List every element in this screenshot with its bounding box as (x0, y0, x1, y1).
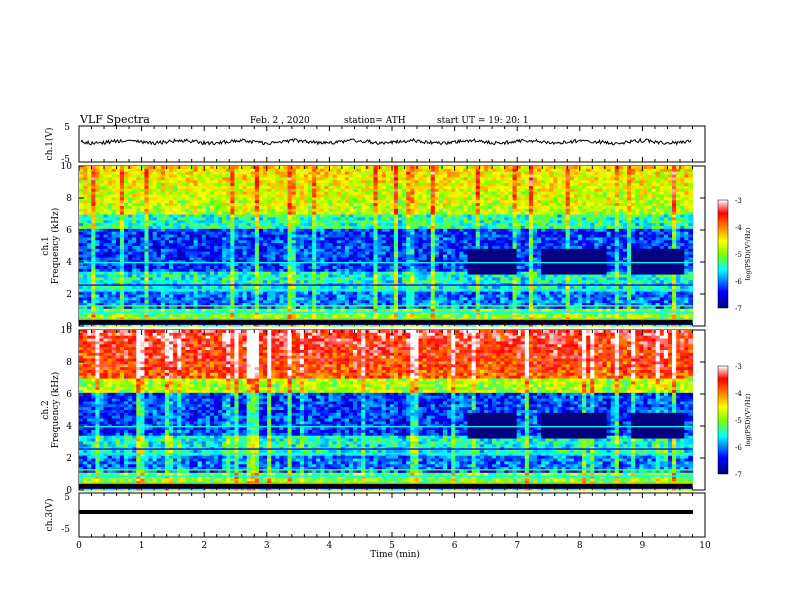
spectral-line (79, 318, 693, 321)
spectral-line (79, 289, 693, 291)
xtick-label: 5 (389, 541, 395, 551)
colorbar-label: log(PSD)(V²/Hz) (744, 227, 752, 280)
xtick-label: 8 (577, 541, 583, 551)
spectrogram-ytick-label: 2 (66, 454, 72, 464)
station-label: station= ATH (344, 116, 406, 126)
colorbar-tick-label: -6 (735, 444, 742, 452)
ch1-waveform-ylabel: ch.1(V) (44, 128, 55, 161)
colorbar-tick-label: -7 (735, 471, 742, 479)
spectrogram-ytick-label: 10 (61, 326, 73, 336)
spectral-line (79, 475, 693, 477)
baseline-strip (79, 320, 693, 324)
spectral-line (79, 469, 693, 471)
spectral-line (79, 482, 693, 485)
ch1-spectrogram (79, 166, 694, 327)
spectrogram-ytick-label: 6 (66, 390, 72, 400)
ch1-spectrogram-ylabel-frequency: Frequency (kHz) (50, 208, 61, 285)
spectral-line (79, 453, 693, 455)
colorbar-tick-label: -3 (735, 197, 742, 205)
ch3-waveform-frame (78, 492, 706, 538)
date-label: Feb. 2 , 2020 (250, 116, 310, 126)
xtick-label: 6 (452, 541, 458, 551)
spectral-line (79, 426, 693, 428)
spectrogram-ytick-label: 4 (66, 258, 72, 268)
spectral-line (79, 305, 693, 307)
colorbar-1 (717, 199, 729, 309)
spectral-line (79, 284, 693, 286)
spectral-line (79, 311, 693, 313)
spectrogram-ytick-label: 0 (66, 322, 72, 332)
ch2-spectrogram-ylabel-channel: ch.2 (41, 400, 51, 419)
xtick-label: 1 (139, 541, 145, 551)
colorbar-tick-label: -6 (735, 278, 742, 286)
colorbars: -3 -4 -5 -6 -7 log(PSD)(V²/Hz) -3 -4 -5 -6 -7 log(P… (717, 197, 752, 479)
spectral-line (79, 487, 693, 489)
colorbar-tick-label: -5 (735, 417, 742, 425)
spectral-line (79, 262, 693, 264)
start-time-label: start UT = 19: 20: 1 (437, 116, 529, 126)
x-axis-label: Time (min) (370, 549, 420, 560)
spectrogram-ytick-label: 4 (66, 422, 72, 432)
ch1-spectrogram-ylabel-channel: ch.1 (41, 236, 51, 255)
spectrogram-ytick-label: 8 (66, 358, 72, 368)
spectrogram-ytick-label: 2 (66, 290, 72, 300)
ch3-waveform-ylabel: ch.3(V) (44, 499, 55, 532)
xtick-label: 2 (201, 541, 207, 551)
baseline-strip (79, 484, 693, 488)
xtick-label: 4 (327, 541, 333, 551)
colorbar-tick-label: -3 (735, 363, 742, 371)
ch1-ytick-bottom: -5 (61, 155, 70, 165)
ch1-waveform-trace (80, 137, 692, 146)
spectrogram-ytick-label: 8 (66, 194, 72, 204)
figure-title: VLF Spectra (79, 113, 150, 126)
xtick-label: 10 (699, 541, 711, 551)
colorbar-tick-label: -5 (735, 251, 742, 259)
xtick-label: 9 (640, 541, 646, 551)
spectrogram-ytick-label: 6 (66, 226, 72, 236)
colorbar-2 (717, 365, 729, 475)
spectrogram-ytick-label: 0 (66, 486, 72, 496)
ch1-ytick-top: 5 (64, 123, 70, 133)
spectrogram-ytick-label: 10 (61, 162, 73, 172)
xtick-label: 0 (76, 541, 82, 551)
time-axis-ticks: 0 1 2 3 4 5 6 7 8 9 10 (76, 126, 711, 551)
colorbar-tick-label: -7 (735, 305, 742, 313)
colorbar-tick-label: -4 (735, 390, 742, 398)
xtick-label: 3 (264, 541, 270, 551)
xtick-label: 7 (514, 541, 520, 551)
spectral-line (79, 448, 693, 450)
colorbar-label: log(PSD)(V²/Hz) (744, 393, 752, 446)
colorbar-tick-label: -4 (735, 224, 742, 232)
ch2-spectrogram (79, 330, 694, 491)
spectral-line (79, 323, 693, 325)
ch3-ytick-bottom: -5 (61, 525, 70, 535)
ch3-waveform-trace (79, 510, 693, 514)
ch2-spectrogram-ylabel-frequency: Frequency (kHz) (50, 372, 61, 449)
ch3-ytick-top: 5 (64, 493, 70, 503)
